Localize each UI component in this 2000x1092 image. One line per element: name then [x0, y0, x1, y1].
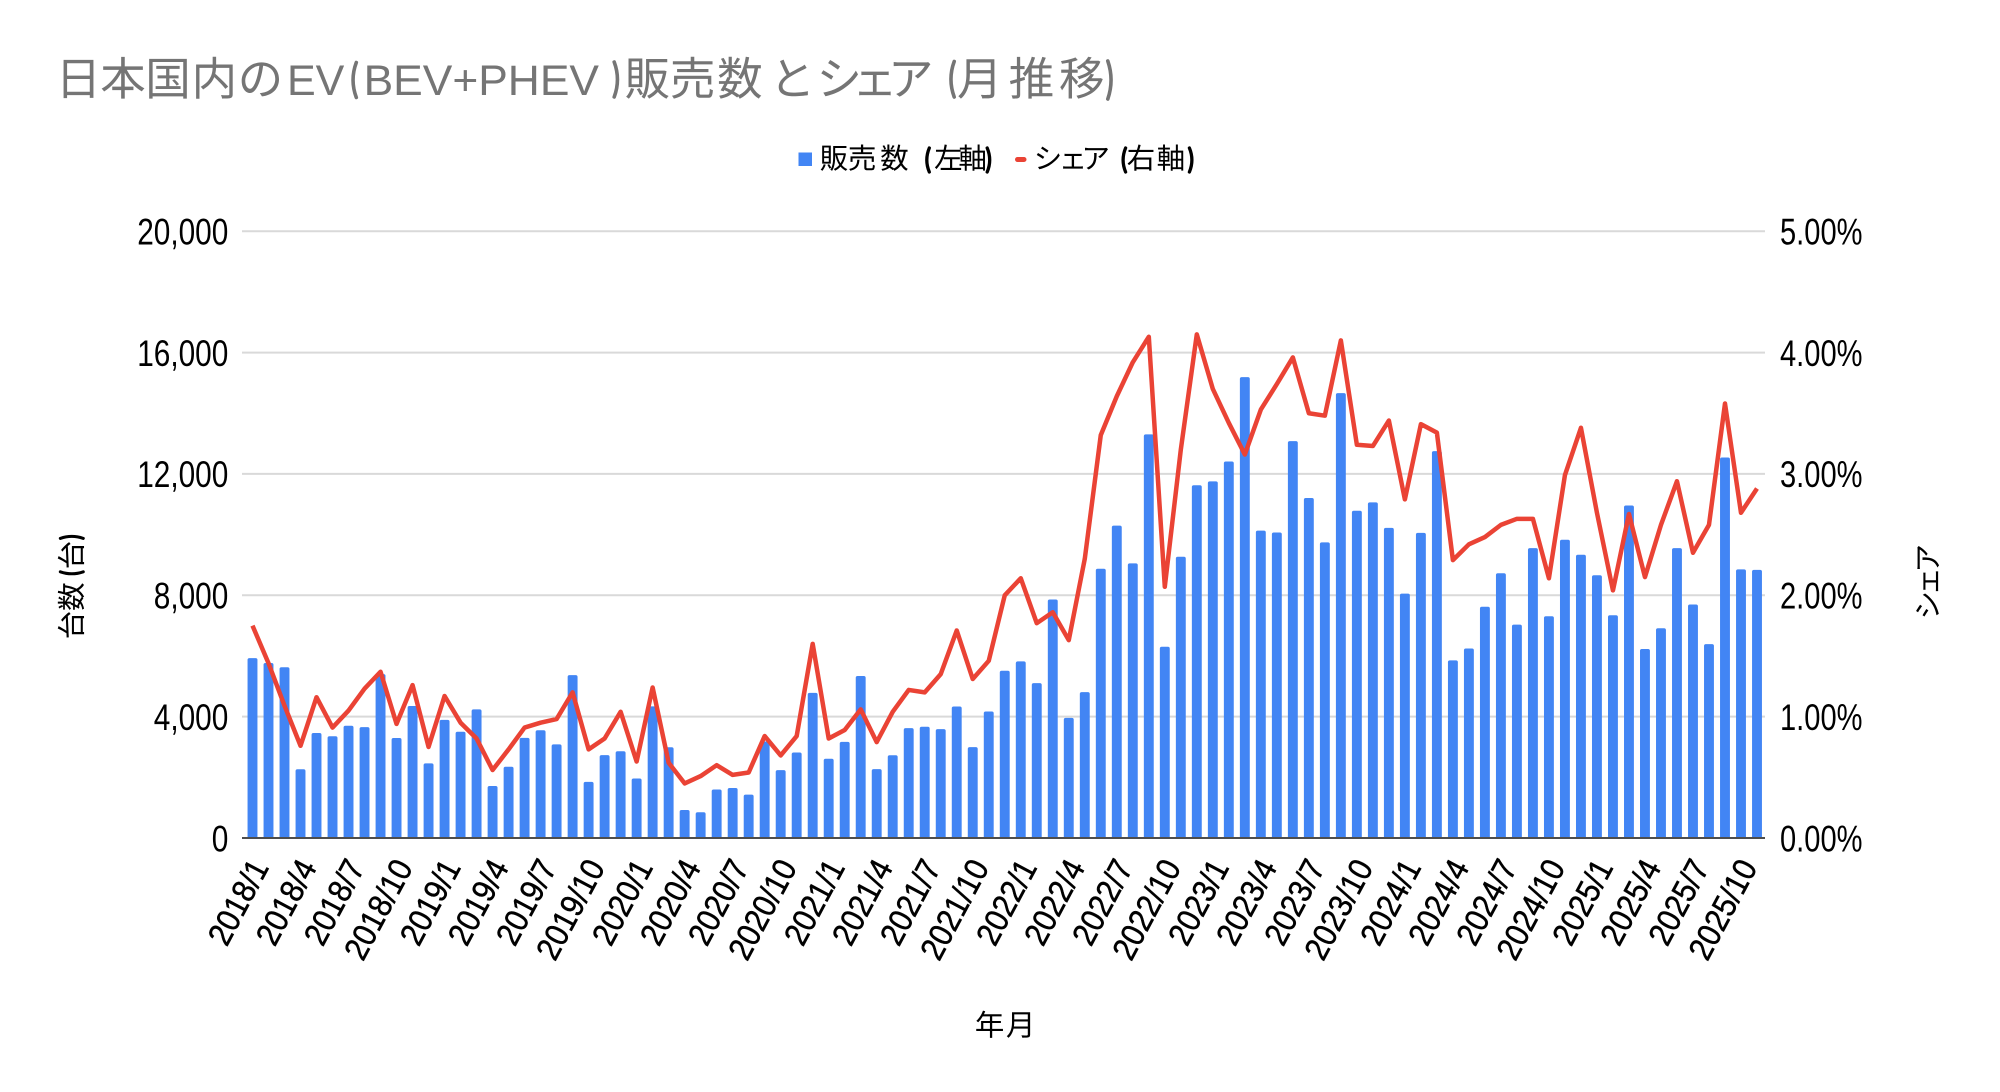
- svg-text:20,000: 20,000: [137, 212, 228, 253]
- svg-text:0: 0: [212, 818, 229, 859]
- svg-text:BEV+PHEV: BEV+PHEV: [364, 57, 600, 105]
- svg-text:3.00%: 3.00%: [1780, 454, 1863, 495]
- svg-text:4.00%: 4.00%: [1780, 333, 1863, 374]
- svg-text:16,000: 16,000: [137, 333, 228, 374]
- svg-text:2.00%: 2.00%: [1780, 576, 1863, 617]
- svg-text:EV: EV: [287, 57, 345, 105]
- svg-text:1.00%: 1.00%: [1780, 697, 1863, 738]
- svg-text:0.00%: 0.00%: [1780, 818, 1863, 859]
- svg-text:4,000: 4,000: [154, 697, 229, 738]
- svg-text:12,000: 12,000: [137, 454, 228, 495]
- svg-text:5.00%: 5.00%: [1780, 212, 1863, 253]
- svg-text:8,000: 8,000: [154, 576, 229, 617]
